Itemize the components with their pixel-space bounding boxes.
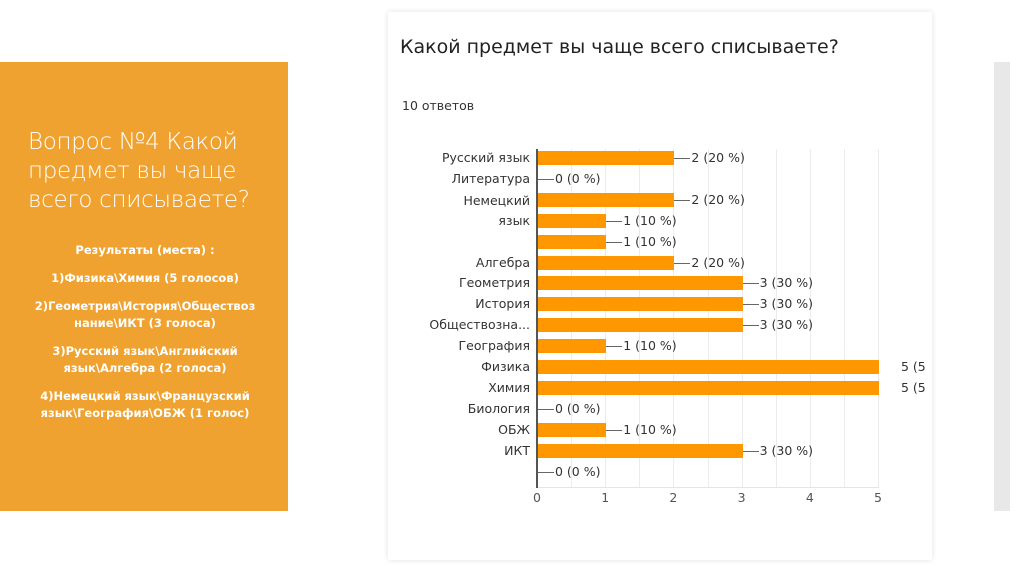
bar	[538, 380, 879, 395]
bar-value-label: 0 (0 %)	[555, 400, 601, 416]
bar-value-label: 1 (10 %)	[623, 233, 677, 249]
response-count: 10 ответов	[402, 98, 475, 113]
bar-value-label: 5 (5	[901, 359, 926, 374]
bar	[538, 339, 607, 354]
category-label: География	[458, 338, 530, 354]
bar	[538, 443, 743, 458]
category-label: язык	[498, 212, 530, 228]
value-connector	[538, 178, 554, 180]
value-connector	[742, 325, 759, 327]
chart-title: Какой предмет вы чаще всего списываете?	[400, 36, 839, 58]
value-connector	[606, 429, 623, 431]
result-item: 2)Геометрия\История\Обществоз нание\ИКТ …	[34, 299, 256, 330]
value-connector	[606, 220, 623, 222]
category-label: Биология	[467, 400, 530, 416]
bar	[538, 318, 743, 333]
x-axis-baseline	[537, 487, 879, 488]
bar-value-label: 3 (30 %)	[759, 296, 814, 312]
bar-value-label: 0 (0 %)	[555, 463, 601, 479]
result-item: 3)Русский язык\Английский язык\Алгебра (…	[52, 344, 238, 375]
bar-value-label: 1 (10 %)	[623, 212, 677, 228]
bar	[538, 234, 607, 249]
bar	[538, 360, 879, 374]
bar	[538, 213, 607, 228]
gridline	[878, 149, 879, 488]
value-connector	[606, 346, 623, 348]
bar-value-label: 3 (30 %)	[759, 442, 814, 458]
value-connector	[538, 471, 554, 473]
bar-value-label: 5 (5	[901, 379, 926, 395]
bar-value-label: 1 (10 %)	[623, 338, 677, 354]
x-tick-label: 3	[737, 490, 746, 505]
value-connector	[742, 283, 759, 285]
next-slide-edge	[994, 62, 1010, 511]
category-label: История	[475, 296, 530, 312]
category-label: Немецкий	[463, 192, 530, 208]
category-label: ОБЖ	[498, 421, 530, 437]
bar-value-label: 2 (20 %)	[691, 254, 745, 270]
bar	[538, 422, 607, 437]
category-label: Литература	[451, 170, 530, 186]
category-label: Физика	[481, 359, 530, 374]
survey-chart-card: Какой предмет вы чаще всего списываете? …	[388, 12, 932, 560]
category-label: ИКТ	[504, 442, 530, 458]
bar	[538, 297, 743, 312]
bar-value-label: 0 (0 %)	[555, 170, 601, 186]
value-connector	[674, 158, 691, 159]
gridline	[809, 149, 811, 488]
results-summary: Результаты (места) : 1)Физика\Химия (5 г…	[20, 242, 270, 433]
gridline	[775, 149, 777, 488]
result-item: 1)Физика\Химия (5 голосов)	[51, 271, 239, 285]
y-axis-line	[536, 149, 538, 488]
value-connector	[674, 199, 691, 201]
bar	[538, 276, 743, 291]
category-label: Химия	[488, 379, 530, 395]
category-label: Русский язык	[441, 150, 530, 165]
slide-title: Вопрос №4 Какой предмет вы чаще всего сп…	[28, 129, 250, 213]
bar-chart: 0 1 2 3 4 5 2 (20 %) 0 (0 %) 2 (20 %) 1 (10 %) 1 (…	[388, 12, 932, 560]
gridline	[843, 149, 845, 488]
value-connector	[538, 408, 554, 410]
x-tick-label: 1	[601, 490, 610, 505]
value-connector	[742, 304, 759, 306]
x-tick-label: 5	[874, 490, 882, 505]
category-label: Обществозна...	[429, 317, 530, 333]
bar	[538, 192, 675, 207]
x-tick-label: 0	[533, 490, 541, 505]
results-heading: Результаты (места) :	[75, 243, 215, 257]
category-label: Геометрия	[459, 275, 530, 291]
bar-value-label: 1 (10 %)	[623, 421, 677, 437]
bar-value-label: 2 (20 %)	[691, 191, 745, 207]
category-label: Алгебра	[475, 254, 530, 270]
value-connector	[606, 241, 623, 243]
x-tick-label: 2	[669, 490, 678, 505]
bar	[538, 151, 675, 165]
result-item: 4)Немецкий язык\Французский язык\Географ…	[40, 389, 250, 420]
value-connector	[742, 450, 759, 452]
bar-value-label: 3 (30 %)	[759, 275, 814, 291]
bar	[538, 255, 675, 270]
value-connector	[674, 262, 691, 264]
slide-title-panel: Вопрос №4 Какой предмет вы чаще всего сп…	[0, 62, 288, 511]
bar-value-label: 2 (20 %)	[691, 150, 745, 165]
x-tick-label: 4	[805, 490, 814, 505]
bar-value-label: 3 (30 %)	[759, 317, 814, 333]
